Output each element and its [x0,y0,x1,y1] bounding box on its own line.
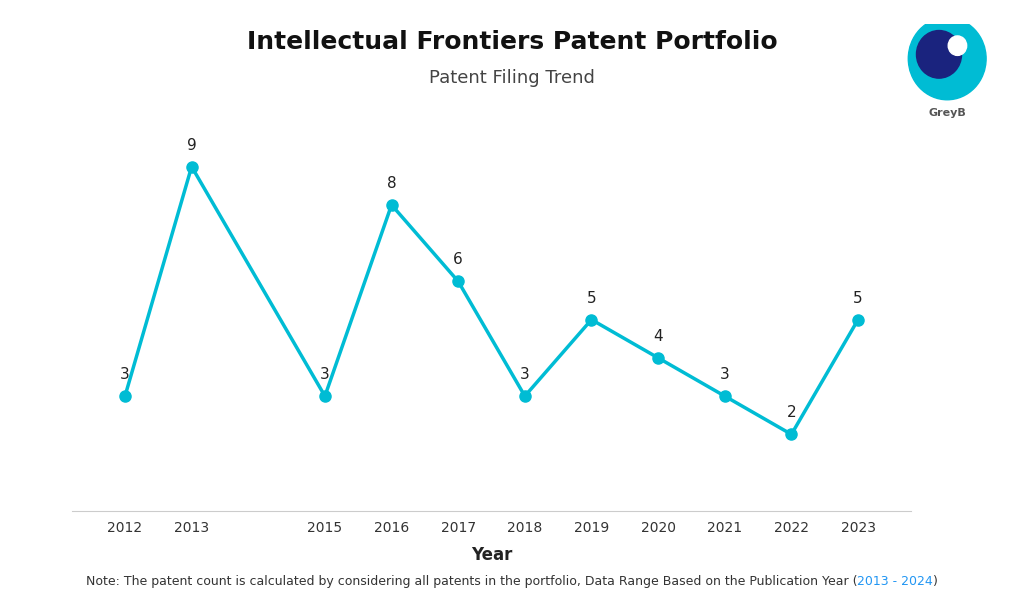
Circle shape [948,36,967,55]
Circle shape [916,31,962,78]
Text: 2013 - 2024: 2013 - 2024 [857,575,933,588]
Text: 3: 3 [720,367,730,382]
Text: GreyB: GreyB [929,108,966,118]
Circle shape [908,17,986,100]
X-axis label: Year: Year [471,546,512,564]
Text: Intellectual Frontiers Patent Portfolio: Intellectual Frontiers Patent Portfolio [247,30,777,54]
Text: 3: 3 [520,367,529,382]
Text: 9: 9 [186,138,197,153]
Text: 6: 6 [454,252,463,267]
Text: 5: 5 [853,291,863,306]
Text: Note: The patent count is calculated by considering all patents in the portfolio: Note: The patent count is calculated by … [86,575,857,588]
Text: 3: 3 [120,367,130,382]
Text: 4: 4 [653,329,663,344]
Text: 8: 8 [387,176,396,191]
Text: Patent Filing Trend: Patent Filing Trend [429,69,595,87]
Text: 5: 5 [587,291,596,306]
Text: 3: 3 [321,367,330,382]
Text: ): ) [933,575,938,588]
Text: 2: 2 [786,406,797,421]
